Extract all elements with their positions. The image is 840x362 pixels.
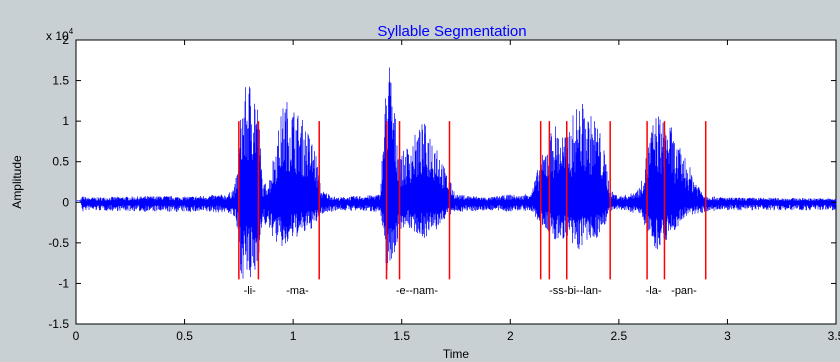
x-tick-label: 1 bbox=[290, 329, 297, 343]
x-tick-label: 1.5 bbox=[393, 329, 410, 343]
chart-title: Syllable Segmentation bbox=[377, 23, 526, 40]
y-tick-label: 1 bbox=[62, 114, 69, 128]
waveform-series bbox=[75, 67, 837, 279]
syllable-label: -e--nam- bbox=[396, 285, 439, 297]
y-tick-label: 1.5 bbox=[52, 74, 69, 88]
x-tick-label: 0.5 bbox=[176, 329, 193, 343]
x-tick-label: 0 bbox=[73, 329, 80, 343]
x-axis: 0 0.5 1 1.5 2 2.5 3 3.5 bbox=[73, 40, 840, 343]
y-tick-label: -1 bbox=[58, 276, 69, 290]
syllable-label: -pan- bbox=[671, 285, 697, 297]
x-axis-label: Time bbox=[443, 347, 470, 361]
waveform-layer bbox=[75, 67, 837, 279]
y-axis-label: Amplitude bbox=[10, 155, 24, 209]
y-tick-label: 0.5 bbox=[52, 155, 69, 169]
y-tick-label: 0 bbox=[62, 195, 69, 209]
syllable-label: -ss-bi--lan- bbox=[549, 285, 602, 297]
y-tick-label: -1.5 bbox=[48, 317, 69, 331]
x-tick-label: 3.5 bbox=[828, 329, 840, 343]
y-exponent-label: x 104 bbox=[46, 27, 74, 43]
syllable-label: -ma- bbox=[286, 285, 309, 297]
syllable-label: -la- bbox=[646, 285, 662, 297]
plot-area bbox=[75, 39, 837, 325]
y-tick-label: 2 bbox=[62, 33, 69, 47]
x-tick-label: 3 bbox=[724, 329, 731, 343]
y-tick-label: -0.5 bbox=[48, 236, 69, 250]
x-tick-label: 2.5 bbox=[611, 329, 628, 343]
y-axis: -1.5 -1 -0.5 0 0.5 1 1.5 2 bbox=[48, 33, 836, 331]
x-tick-label: 2 bbox=[507, 329, 514, 343]
boundary-layer bbox=[238, 121, 707, 280]
annotation-layer: -li- -ma- -e--nam- -ss-bi--lan- -la- -pan- bbox=[244, 285, 698, 297]
syllable-label: -li- bbox=[244, 285, 257, 297]
